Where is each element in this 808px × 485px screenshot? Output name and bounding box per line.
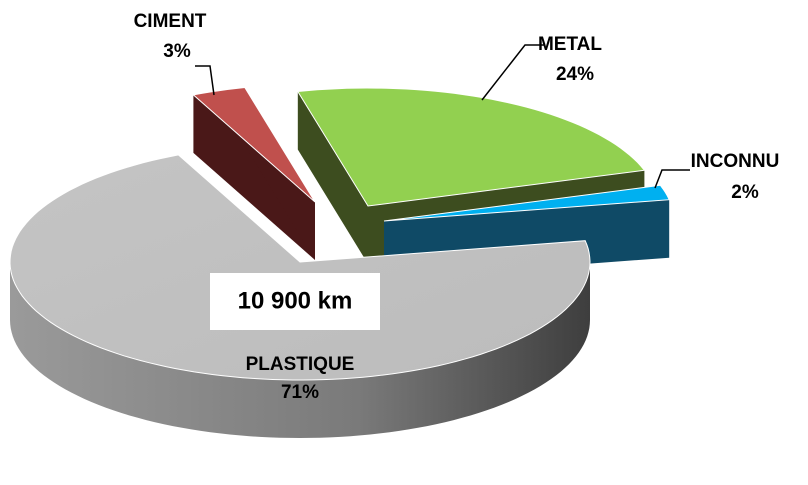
slice-wall xyxy=(10,262,590,438)
slice xyxy=(192,86,316,203)
slice xyxy=(9,154,591,381)
annotation: 10 900 km xyxy=(238,287,353,314)
value-label: 3% xyxy=(163,41,191,62)
leader-line xyxy=(481,44,545,101)
pie xyxy=(9,86,670,438)
value-label: 71% xyxy=(281,382,319,403)
category-label: INCONNU xyxy=(691,151,780,172)
category-label: METAL xyxy=(538,34,602,55)
value-label: 2% xyxy=(731,182,759,203)
annotation-box xyxy=(210,273,380,330)
category-label: PLASTIQUE xyxy=(246,354,355,375)
leader-line xyxy=(654,169,690,189)
value-label: 24% xyxy=(556,64,594,85)
leader-line xyxy=(195,65,215,96)
slice xyxy=(383,184,670,222)
labels: METAL 24% INCONNU 2% PLASTIQUE 71% CIMENT 3% 10 … xyxy=(134,11,780,403)
category-label: CIMENT xyxy=(134,11,207,32)
slice-side xyxy=(297,91,368,264)
slice xyxy=(296,87,646,207)
slice-side xyxy=(193,94,315,261)
